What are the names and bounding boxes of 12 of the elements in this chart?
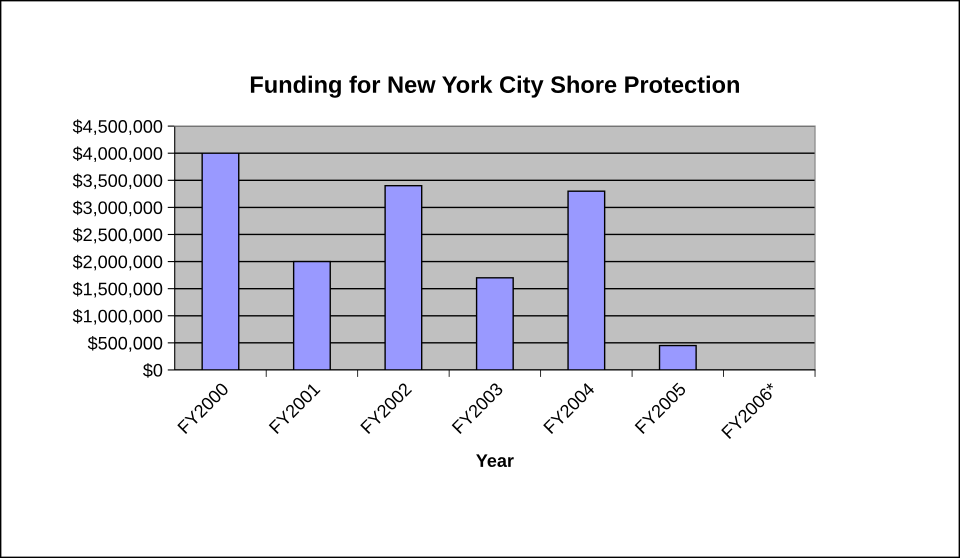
y-tick-label: $3,000,000: [72, 200, 162, 216]
x-axis-title: Year: [476, 454, 514, 468]
y-tick-label: $4,000,000: [72, 146, 162, 162]
y-tick-label: $1,500,000: [72, 282, 162, 298]
y-tick-label: $1,000,000: [72, 308, 162, 325]
y-tick-label: $3,500,000: [72, 173, 162, 190]
y-tick-label: $2,500,000: [72, 228, 162, 244]
y-tick-label: $2,000,000: [72, 254, 162, 270]
y-tick-label: $0: [143, 363, 162, 378]
y-tick-label: $500,000: [88, 336, 162, 352]
y-tick-label: $4,500,000: [72, 119, 162, 135]
chart-title: Funding for New York City Shore Protection: [250, 76, 739, 98]
